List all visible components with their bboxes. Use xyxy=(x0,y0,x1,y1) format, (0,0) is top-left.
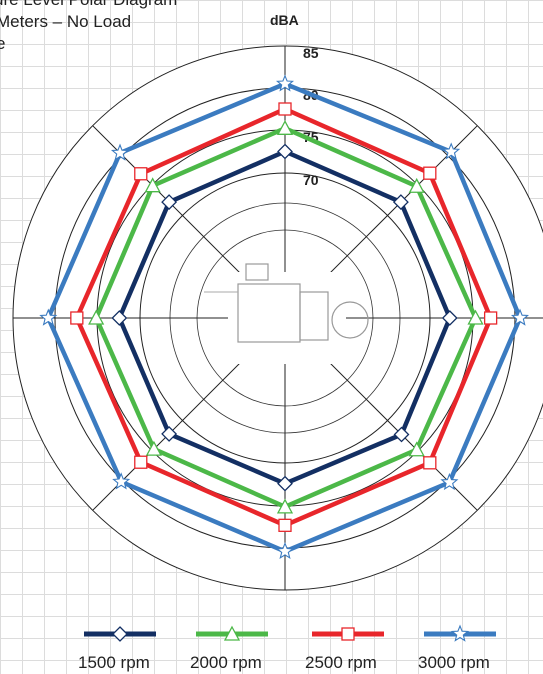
legend-marker-2 xyxy=(341,627,355,641)
ring-label-70: 70 xyxy=(303,172,319,188)
legend-marker-3 xyxy=(450,624,470,642)
series-2-point-0 xyxy=(278,102,292,116)
series-0-point-2 xyxy=(441,310,458,326)
engine-housing xyxy=(299,291,329,341)
engine-top xyxy=(245,263,269,281)
series-0-point-7 xyxy=(161,194,178,211)
legend-marker-0 xyxy=(112,626,128,642)
series-3-point-5 xyxy=(112,472,131,490)
title-line-3: e xyxy=(0,34,6,53)
series-1-point-5 xyxy=(145,440,162,456)
series-1-point-1 xyxy=(408,177,425,193)
series-1-point-7 xyxy=(144,177,161,193)
series-2-point-1 xyxy=(423,166,437,180)
series-3-point-1 xyxy=(442,142,461,160)
series-1-point-2 xyxy=(467,309,484,325)
series-0-point-5 xyxy=(161,425,178,442)
series-1-point-4 xyxy=(276,498,294,514)
series-3-point-6 xyxy=(39,308,58,326)
series-2-point-2 xyxy=(483,311,498,325)
series-2-point-4 xyxy=(278,518,292,532)
series-3-point-2 xyxy=(510,308,529,326)
engine-image-bg xyxy=(228,272,346,364)
legend-marker-1 xyxy=(223,625,241,641)
series-0-point-6 xyxy=(111,310,128,326)
legend-label-1500: 1500 rpm xyxy=(78,653,150,672)
legend-label-2000: 2000 rpm xyxy=(190,653,262,672)
unit-label: dBA xyxy=(270,12,299,28)
series-1-point-3 xyxy=(408,441,425,457)
ring-label-85: 85 xyxy=(303,45,319,61)
series-0-point-4 xyxy=(277,475,293,492)
title-line-2: Meters – No Load xyxy=(0,12,132,31)
title-line-1: ure Level Polar Diagram xyxy=(0,0,177,10)
series-3-point-4 xyxy=(275,541,295,559)
series-3-point-7 xyxy=(110,143,130,161)
series-0-point-1 xyxy=(392,194,409,211)
series-3-point-0 xyxy=(275,74,295,92)
series-0-point-0 xyxy=(277,143,293,160)
series-1-point-6 xyxy=(88,309,105,325)
series-2-point-3 xyxy=(423,456,437,470)
series-1-point-0 xyxy=(276,119,294,135)
series-2-point-7 xyxy=(134,167,148,181)
series-2-point-5 xyxy=(134,455,148,469)
series-0-point-3 xyxy=(393,426,410,443)
series-2-point-6 xyxy=(70,311,84,325)
legend-label-2500: 2500 rpm xyxy=(305,653,377,672)
engine-filter xyxy=(331,301,369,339)
series-3-point-3 xyxy=(440,472,459,491)
legend-label-3000: 3000 rpm xyxy=(418,653,490,672)
